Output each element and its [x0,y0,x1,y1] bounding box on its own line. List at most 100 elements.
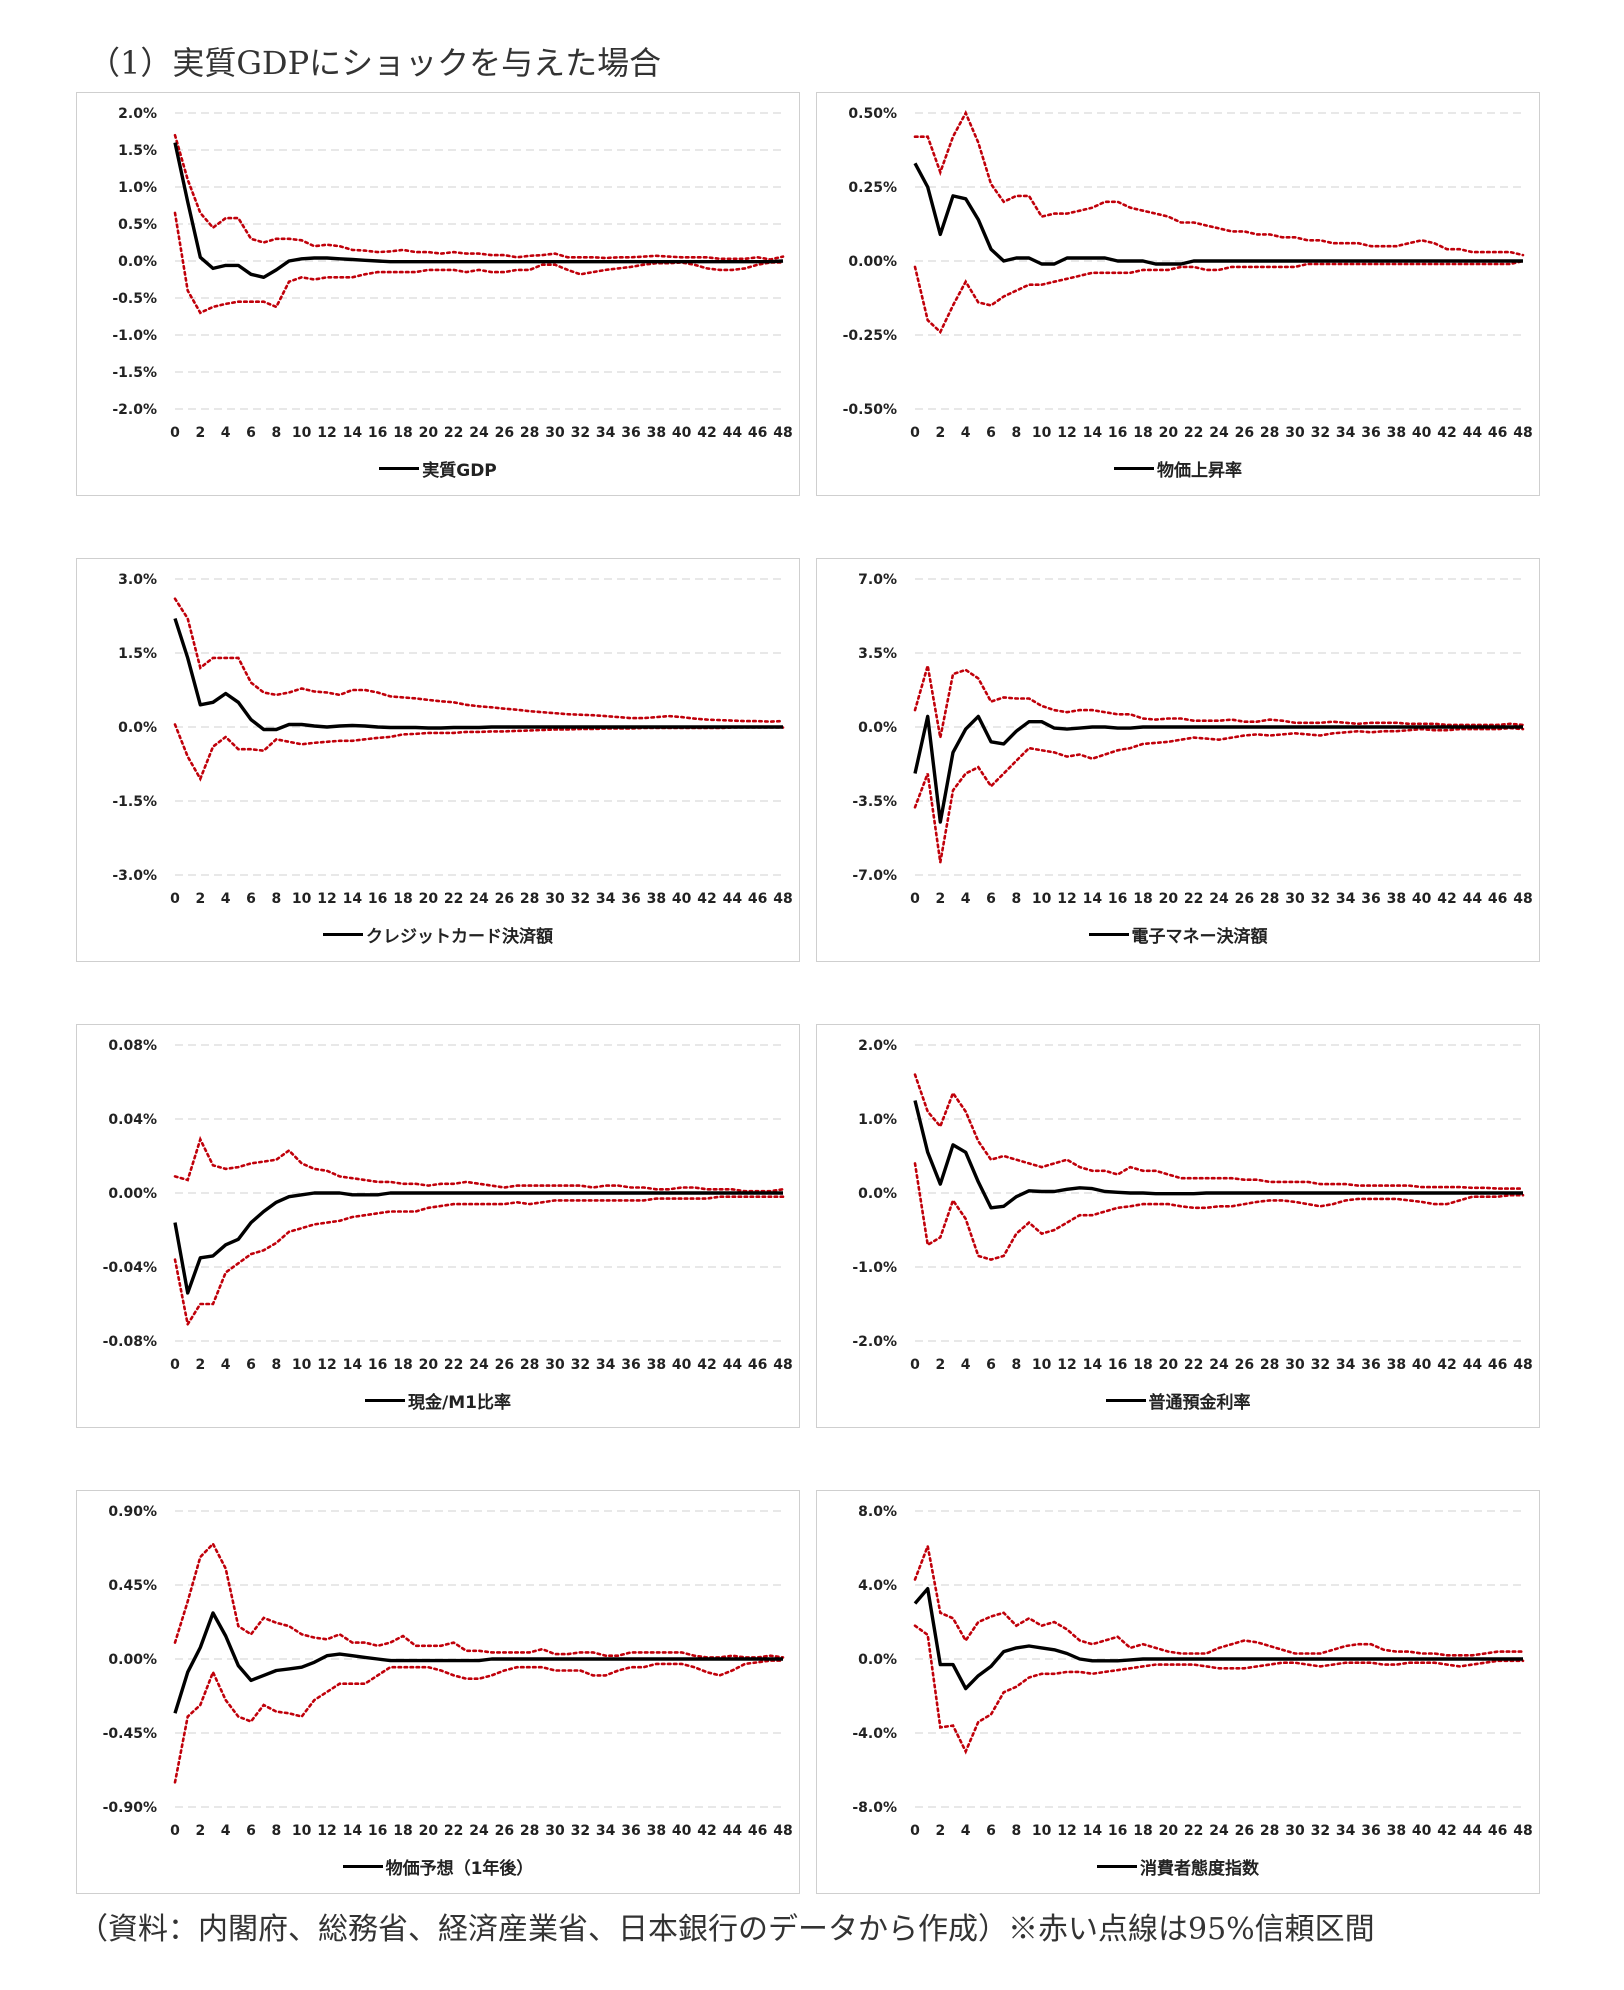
y-tick-label: -0.90% [103,1800,157,1816]
x-tick-label: 18 [393,891,412,907]
x-tick-label: 12 [1057,1823,1076,1839]
x-tick-label: 36 [621,891,640,907]
x-tick-label: 6 [246,891,256,907]
x-tick-label: 24 [469,891,489,907]
x-tick-label: 14 [343,891,363,907]
x-tick-label: 18 [393,1357,412,1373]
x-tick-label: 46 [1488,1823,1507,1839]
x-tick-label: 10 [292,1823,312,1839]
y-tick-label: -3.5% [852,794,897,810]
x-tick-label: 44 [1463,425,1483,441]
chart-svg: 3.0%1.5%0.0%-1.5%-3.0%0 2 4 6 8 10 12 14 16 18 20 2… [112,572,792,907]
x-tick-label: 0 [170,891,180,907]
y-tick-label: -1.5% [112,794,157,810]
x-tick-label: 38 [647,1357,666,1373]
y-tick-label: 0.90% [108,1504,157,1520]
chart-svg: 7.0%3.5%0.0%-3.5%-7.0%0 2 4 6 8 10 12 14 16 18 20 2… [852,572,1532,907]
x-tick-label: 2 [195,425,205,441]
x-tick-label: 12 [1057,425,1076,441]
x-tick-label: 2 [935,1357,945,1373]
x-tick-label: 38 [1387,1357,1406,1373]
x-tick-label: 2 [195,891,205,907]
x-tick-label: 32 [571,1357,590,1373]
y-tick-label: 7.0% [858,572,897,588]
ci-upper-line [913,665,1525,738]
x-tick-label: 16 [1108,1823,1127,1839]
chart-panel-real-gdp: 2.0% 1.5% 1.0% 0.5% 0.0% -0.5% -1.0% -1.5% -2.0%… [76,92,800,496]
x-tick-label: 36 [621,1823,640,1839]
x-tick-label: 0 [170,1823,180,1839]
response-line [913,162,1523,266]
ci-upper-line [173,1541,785,1659]
x-tick-label: 48 [773,1823,792,1839]
legend-label: 普通預金利率 [1148,1393,1251,1413]
x-tick-label: 20 [419,1357,439,1373]
response-line [913,1100,1523,1210]
x-tick-label: 42 [1437,1357,1456,1373]
ci-upper-line [173,597,785,723]
x-tick-label: 4 [961,1357,971,1373]
x-tick-label: 34 [596,1357,616,1373]
x-tick-label: 10 [292,891,312,907]
x-tick-label: 38 [1387,891,1406,907]
y-tick-label: 0.25% [848,180,897,196]
x-tick-label: 40 [1412,1823,1432,1839]
x-tick-label: 34 [1336,1357,1356,1373]
x-tick-label: 4 [961,891,971,907]
x-tick-label: 16 [1108,425,1127,441]
x-tick-label: 16 [1108,1357,1127,1373]
legend: 物価予想（1年後） [77,1854,799,1879]
y-tick-label: -2.0% [112,402,157,418]
x-tick-label: 28 [520,891,539,907]
x-tick-label: 28 [520,1357,539,1373]
x-tick-label: 24 [1209,425,1229,441]
x-tick-label: 20 [1159,1823,1179,1839]
legend-label: 消費者態度指数 [1140,1859,1259,1879]
chart-svg: 8.0%4.0%0.0%-4.0%-8.0%0 2 4 6 8 10 12 14 16 18 20 2… [852,1504,1532,1839]
x-tick-label: 22 [444,425,463,441]
x-tick-label: 10 [292,425,312,441]
x-tick-label: 20 [1159,425,1179,441]
x-tick-label: 34 [596,425,616,441]
x-tick-label: 36 [1361,1823,1380,1839]
x-tick-label: 14 [1083,1823,1103,1839]
response-line [173,142,784,279]
x-tick-label: 12 [317,891,336,907]
x-tick-label: 30 [545,891,565,907]
x-tick-label: 48 [773,1357,792,1373]
x-tick-label: 44 [723,425,743,441]
x-tick-label: 22 [444,1823,463,1839]
x-tick-label: 34 [596,1823,616,1839]
legend: 実質GDP [77,456,799,481]
legend-swatch [365,1399,406,1402]
legend: 普通預金利率 [817,1388,1539,1413]
x-tick-label: 18 [1133,425,1152,441]
response-line [173,1611,783,1714]
x-tick-label: 4 [221,1823,231,1839]
y-tick-label: 0.04% [108,1112,157,1128]
x-tick-label: 6 [986,1357,996,1373]
y-tick-label: 3.0% [118,572,157,588]
y-tick-label: 0.00% [108,1652,157,1668]
x-tick-label: 30 [1285,425,1305,441]
x-tick-label: 8 [271,891,281,907]
y-tick-label: 0.0% [118,254,157,270]
x-tick-label: 10 [1032,425,1052,441]
legend-swatch [1114,467,1154,470]
chart-panel-e-money: 7.0% 3.5% 0.0% -3.5% -7.0% 0 2 4 6 8 10 12 14 16 18 20 2… [816,558,1540,962]
x-tick-label: 48 [1513,891,1532,907]
y-tick-label: -1.5% [112,365,157,381]
x-tick-label: 14 [1083,1357,1103,1373]
x-tick-label: 44 [723,1357,743,1373]
x-tick-label: 2 [935,891,945,907]
x-tick-label: 30 [545,1357,565,1373]
x-tick-label: 28 [1260,891,1279,907]
ci-lower-line [913,259,1525,335]
x-tick-label: 0 [910,1823,920,1839]
x-tick-label: 22 [1184,1823,1203,1839]
x-tick-label: 44 [1463,891,1483,907]
y-tick-label: 0.0% [118,720,157,736]
y-tick-label: 0.0% [858,720,897,736]
chart-panel-inflation: 0.50% 0.25% 0.00% -0.25% -0.50% 0 2 4 6 8 10 12 14 16… [816,92,1540,496]
y-tick-label: 0.45% [108,1578,157,1594]
